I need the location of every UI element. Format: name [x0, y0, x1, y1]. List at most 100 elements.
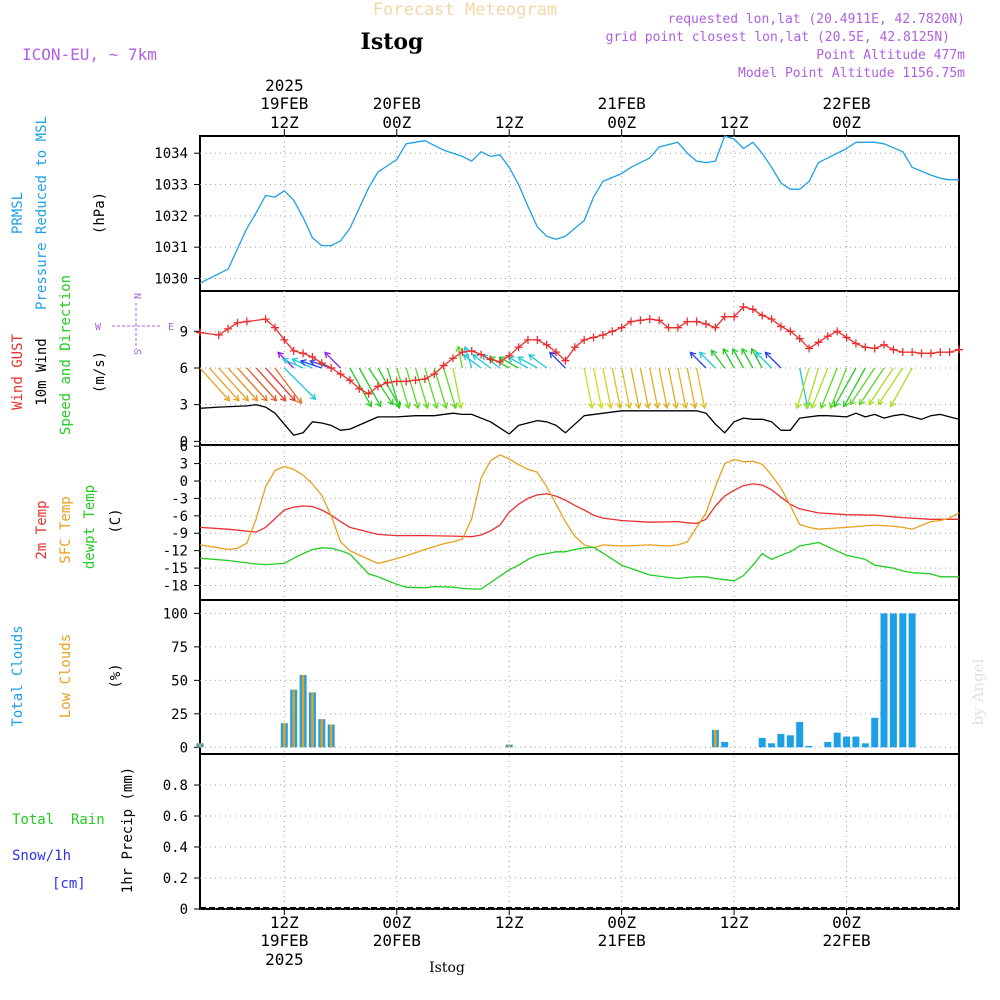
wind-arrow-head	[517, 356, 524, 363]
temp-tick-label: -9	[171, 526, 188, 542]
wind-label-unit: (m/s)	[92, 351, 108, 393]
wind-arrow	[528, 354, 548, 369]
bottom-time-label: 2025	[265, 950, 304, 969]
wind-arrow-head	[681, 402, 689, 410]
wind-arrow	[414, 367, 429, 409]
wind-arrow	[424, 367, 438, 409]
wind-arrow	[324, 351, 342, 369]
credit-watermark: by Angel	[969, 658, 987, 725]
wind-arrow	[592, 367, 603, 409]
temp-tick-label: -3	[171, 491, 188, 507]
pressure-tick-label: 1032	[154, 209, 188, 225]
top-time-label: 00Z	[382, 113, 411, 132]
wind-arrow-head	[833, 400, 840, 408]
temp-tick-label: -12	[163, 544, 188, 560]
wind-arrow-head	[764, 351, 772, 359]
wind-arrow	[517, 356, 538, 369]
wind-arrow	[349, 367, 372, 407]
wind-gust-marker	[411, 376, 420, 385]
wind-arrow	[611, 367, 621, 409]
top-time-label: 00Z	[832, 113, 861, 132]
wind-arrow	[300, 360, 323, 369]
wind-arrow	[639, 367, 650, 409]
wind-arrow-head	[731, 347, 739, 355]
wind-arrow	[602, 367, 612, 409]
wind-gust-marker	[814, 338, 823, 347]
wind-arrow-head	[251, 394, 259, 402]
wind-arrow-head	[455, 345, 463, 353]
wind-arrow-head	[295, 397, 303, 405]
temp-tick-label: 3	[180, 457, 188, 473]
wind-arrow-head	[441, 402, 449, 410]
wind-gust-marker	[317, 359, 326, 368]
wind-arrow-head	[387, 398, 394, 406]
wind-gust-marker	[355, 384, 364, 393]
precip-label-rain: Total Rain	[12, 812, 105, 828]
wind-arrow-head	[375, 400, 382, 408]
wind-gust-marker	[833, 327, 842, 336]
wind-gust-marker	[861, 343, 870, 352]
top-time-label: 12Z	[495, 113, 524, 132]
low-cloud-bar	[311, 692, 314, 748]
wind-arrow-head	[463, 345, 470, 353]
temp-tick-label: -15	[163, 561, 188, 577]
wind-gust-marker	[823, 332, 832, 341]
wind-arrow	[621, 367, 631, 409]
clouds-tick-label: 100	[163, 606, 188, 622]
total-cloud-bar	[852, 736, 860, 748]
pressure-tick-label: 1031	[154, 240, 188, 256]
temp-label-2m: 2m Temp	[34, 500, 50, 559]
top-time-label: 20FEB	[373, 94, 421, 113]
wind-gust-marker	[617, 323, 626, 332]
wind-gust-marker	[196, 328, 204, 337]
wind-arrow	[811, 367, 829, 409]
wind-arrow	[732, 348, 745, 369]
wind-arrow-head	[615, 402, 623, 410]
wind-arrow-head	[804, 402, 812, 410]
wind-arrow-head	[242, 394, 250, 402]
temp-tick-label: -6	[171, 509, 188, 525]
low-cloud-bar	[320, 719, 323, 748]
wind-gust-marker	[683, 317, 692, 326]
wind-arrow	[820, 367, 838, 409]
wind-arrow	[689, 351, 707, 369]
total-cloud-bar	[889, 613, 897, 748]
wind-arrow	[377, 367, 400, 407]
wind-arrow	[677, 367, 687, 409]
temp-tick-label: 0	[180, 474, 188, 490]
temp-label-dewpt: dewpt Temp	[82, 485, 98, 569]
wind-gust-marker	[655, 316, 664, 325]
clouds-label-unit: (%)	[108, 663, 124, 688]
clouds-label-low: Low Clouds	[58, 634, 74, 718]
bottom-time-label: 21FEB	[598, 931, 646, 950]
wind-gust-marker	[702, 320, 710, 328]
temp-label-sfc: SFC Temp	[58, 496, 74, 563]
wind-gust-marker	[233, 318, 242, 327]
wind-arrow-head	[755, 351, 762, 359]
temp-panel	[199, 444, 960, 601]
pressure-label-prmsl: PRMSL	[10, 192, 26, 234]
wind-arrow	[218, 367, 249, 402]
wind-arrow	[630, 367, 640, 409]
total-cloud-bar	[824, 741, 832, 748]
wind-gust-marker	[870, 344, 879, 353]
wind-arrow	[843, 367, 866, 407]
wind-arrow-head	[413, 402, 421, 410]
wind-arrow	[667, 367, 678, 409]
low-cloud-bar	[508, 744, 511, 748]
total-cloud-bar	[796, 721, 804, 748]
precip-tick-label: 0	[180, 902, 188, 918]
total-cloud-bar	[833, 732, 841, 748]
low-cloud-bar	[198, 743, 202, 748]
bottom-time-label: 00Z	[382, 913, 411, 932]
wind-arrow	[755, 351, 773, 369]
temp-sfc-line	[199, 454, 960, 565]
precip-panel	[199, 753, 960, 910]
wind-arrow-head	[597, 402, 605, 410]
bottom-time-label: 00Z	[607, 913, 636, 932]
wind-gust-marker	[467, 346, 476, 355]
bottom-time-label: 12Z	[720, 913, 749, 932]
wind-gust-marker	[542, 340, 551, 349]
wind-gust-marker	[898, 348, 907, 357]
wind-gust-marker	[851, 339, 860, 348]
